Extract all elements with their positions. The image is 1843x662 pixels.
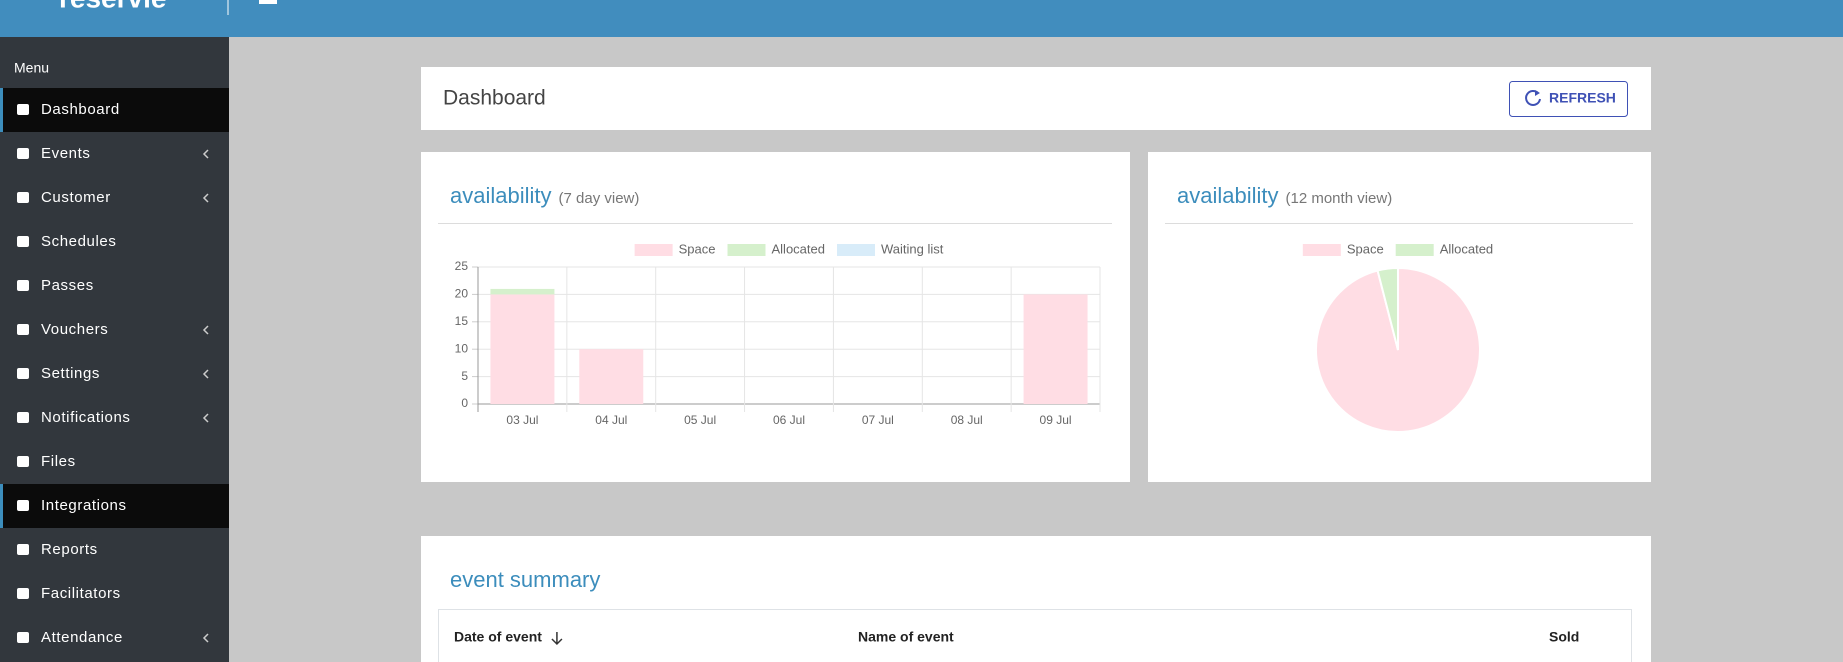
refresh-icon-arrow [1535,90,1540,96]
menu-icon [17,588,29,599]
bar [490,288,555,295]
menu-item[interactable]: Integrations [41,497,127,514]
menu-icon [17,632,29,643]
menu-icon [17,544,29,555]
menu-item[interactable]: Notifications [41,409,131,426]
legend: Space Allocated Waiting list [634,241,944,256]
legend-swatch [1395,244,1434,256]
legend-label[interactable]: Space [679,241,716,256]
submenu-chevron [202,149,209,159]
menu-item[interactable]: Files [41,453,76,470]
menu-toggle[interactable] [259,0,277,4]
legend-label[interactable]: Allocated [1440,241,1493,256]
menu-item[interactable]: Dashboard [41,101,120,118]
y-tick-label: 5 [461,369,468,383]
menu-icon [17,104,29,115]
y-tick-label: 25 [455,259,469,273]
legend-label[interactable]: Waiting list [881,241,944,256]
submenu-chevron [202,413,209,423]
refresh-label: REFRESH [1549,90,1616,106]
active-item-marker [0,484,3,528]
submenu-chevron [202,369,209,379]
legend-swatch [727,244,766,256]
table-header: Date of event Name of event Sold [454,629,1579,646]
submenu-chevron [202,633,209,643]
refresh-icon [1525,90,1541,106]
summary-table [438,609,1632,662]
brand[interactable]: reservie [59,0,166,13]
column-header: Name of event [858,629,954,645]
menu-item[interactable]: Customer [41,189,111,206]
menu-icon [17,368,29,379]
menu-item[interactable]: Facilitators [41,585,121,602]
menu-icon [17,456,29,467]
menu-icon [17,500,29,511]
chart-subtitle: (12 month view) [1286,190,1393,207]
bar [1023,294,1088,404]
menu-icon [17,192,29,203]
chart-subtitle: (7 day view) [559,190,640,207]
column-header: Date of event [454,629,542,645]
active-item-marker [0,88,3,132]
x-tick-label: 08 Jul [951,413,983,427]
active-item-bg [0,88,229,132]
refresh-button[interactable] [1509,81,1628,117]
x-tick-label: 04 Jul [595,413,627,427]
summary-card [421,536,1651,662]
submenu-chevron [202,325,209,335]
menu-icon [17,236,29,247]
sidebar-menu: Dashboard Events Customer Schedules Passes Vo… [0,88,229,646]
menu-item[interactable]: Reports [41,541,98,558]
legend-label[interactable]: Space [1347,241,1384,256]
y-tick-label: 10 [455,341,469,355]
legend-swatch [634,244,673,256]
sort-icon [551,632,563,646]
chart-title: availability [450,183,552,208]
legend: Space Allocated [1302,241,1493,256]
x-tick-label: 05 Jul [684,413,716,427]
y-tick-label: 20 [455,287,469,301]
submenu-chevron [202,193,209,203]
x-tick-label: 07 Jul [862,413,894,427]
menu-icon [17,280,29,291]
page-title: Dashboard [443,87,546,110]
sidebar [0,37,229,662]
y-tick-label: 0 [461,396,468,410]
menu-item[interactable]: Settings [41,365,100,382]
chart-title: availability [1177,183,1279,208]
sidebar-heading: Menu [14,60,49,76]
bar [579,349,644,404]
menu-item[interactable]: Attendance [41,629,123,646]
y-tick-label: 15 [455,314,469,328]
column-header: Sold [1549,629,1579,645]
menu-icon [17,412,29,423]
menu-icon [17,148,29,159]
summary-title: event summary [450,567,600,592]
active-item-bg [0,484,229,528]
legend-swatch [1302,244,1341,256]
pie-slice [1376,266,1399,351]
legend-label[interactable]: Allocated [772,241,825,256]
menu-item[interactable]: Events [41,145,90,162]
bar [490,294,555,404]
title-card [421,67,1651,130]
x-tick-label: 06 Jul [773,413,805,427]
menu-item[interactable]: Vouchers [41,321,108,338]
menu-item[interactable]: Schedules [41,233,116,250]
menu-item[interactable]: Passes [41,277,94,294]
x-tick-label: 03 Jul [506,413,538,427]
menu-icon [17,324,29,335]
top-bar [0,0,1843,37]
x-tick-label: 09 Jul [1040,413,1072,427]
legend-swatch [836,244,875,256]
